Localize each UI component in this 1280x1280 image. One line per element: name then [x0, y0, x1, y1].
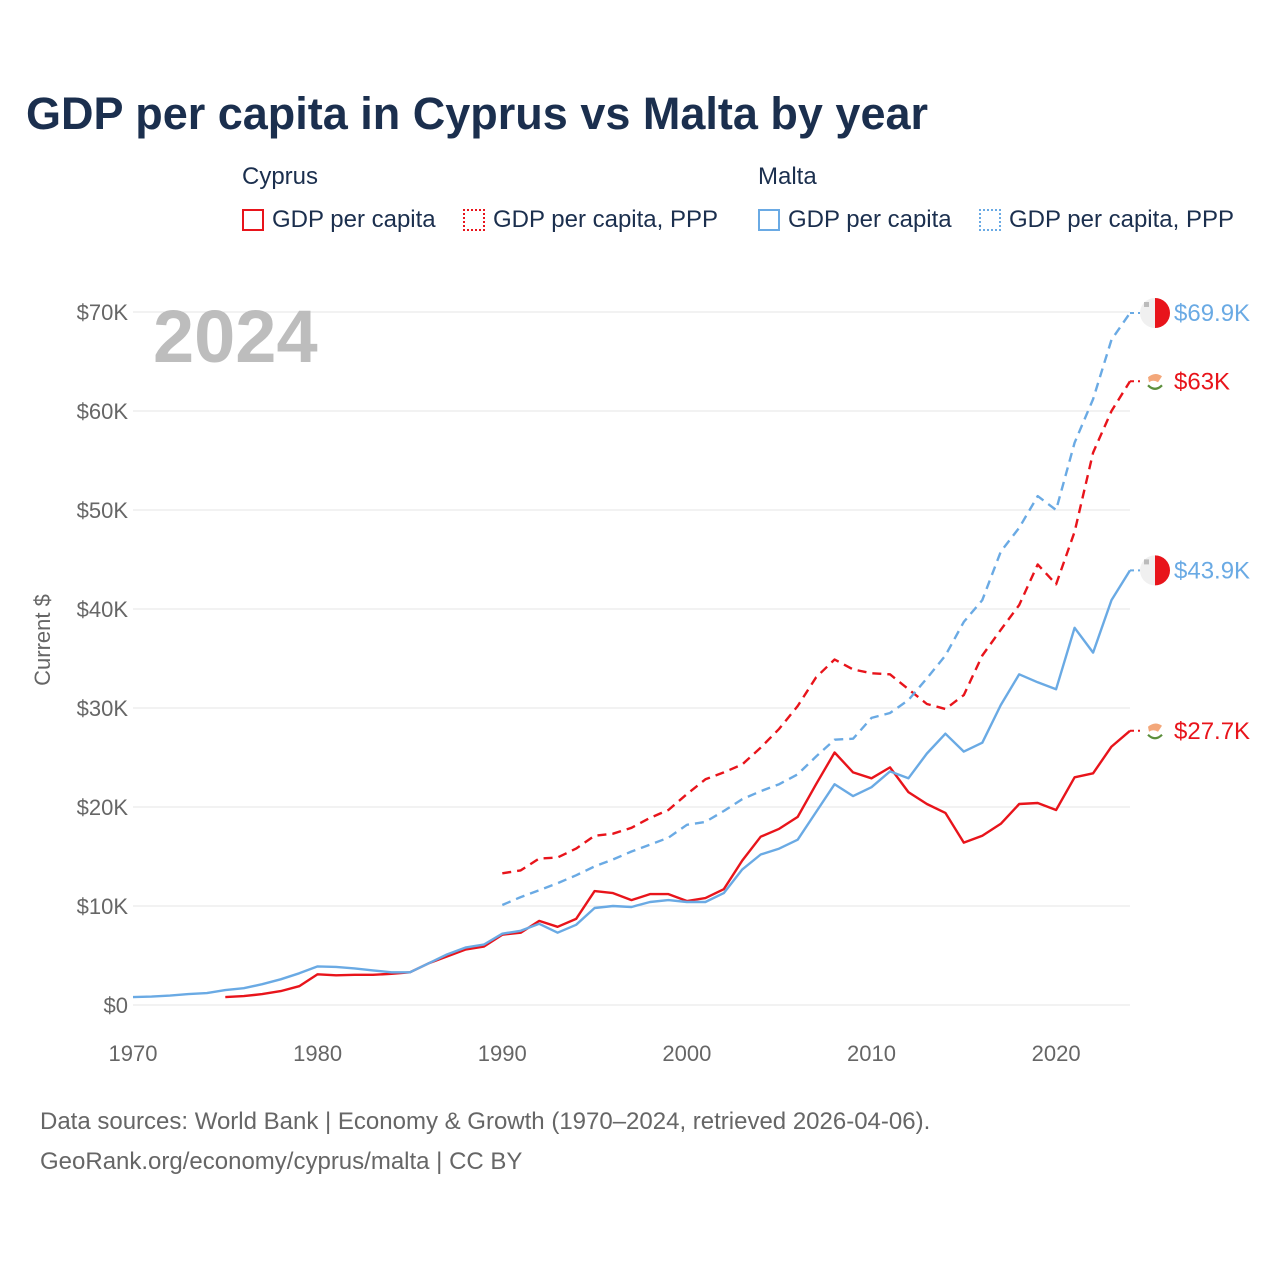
x-tick-label: 1990	[478, 1041, 527, 1066]
legend-label: GDP per capita	[788, 206, 952, 233]
x-tick-label: 2020	[1032, 1041, 1081, 1066]
y-tick-label: $0	[104, 993, 128, 1018]
legend-label: GDP per capita	[272, 206, 436, 233]
series-end-label: $27.7K	[1174, 718, 1250, 745]
y-tick-label: $20K	[77, 795, 129, 820]
footer-sources: Data sources: World Bank | Economy & Gro…	[40, 1108, 931, 1135]
chart-title: GDP per capita in Cyprus vs Malta by yea…	[26, 88, 929, 139]
legend-swatch-solid-red	[242, 209, 264, 231]
legend-swatch-solid-blue	[758, 209, 780, 231]
series-line-malta-gdp-per-capita[interactable]	[132, 569, 1132, 999]
series-end-label: $69.9K	[1174, 300, 1250, 327]
y-tick-label: $40K	[77, 597, 129, 622]
series-line-malta-gdp-per-capita-ppp[interactable]	[501, 312, 1131, 907]
x-tick-label: 1980	[293, 1041, 342, 1066]
series-line-cyprus-gdp-per-capita[interactable]	[225, 729, 1131, 999]
x-tick-label: 2010	[847, 1041, 896, 1066]
malta-flag-icon	[1140, 297, 1171, 328]
y-tick-label: $10K	[77, 894, 129, 919]
legend-label: GDP per capita, PPP	[493, 206, 718, 233]
legend-item-malta-gdp[interactable]: GDP per capita	[758, 206, 952, 234]
legend-label: GDP per capita, PPP	[1009, 206, 1234, 233]
y-tick-label: $70K	[77, 300, 129, 325]
legend-group-malta: Malta	[758, 163, 817, 190]
legend-swatch-dotted-blue	[979, 209, 1001, 231]
series-end-label: $63K	[1174, 368, 1230, 395]
legend-swatch-dotted-red	[463, 209, 485, 231]
series-end-label: $43.9K	[1174, 557, 1250, 584]
legend-item-cyprus-gdp-ppp[interactable]: GDP per capita, PPP	[463, 206, 718, 234]
footer-attribution: GeoRank.org/economy/cyprus/malta | CC BY	[40, 1148, 523, 1175]
malta-flag-icon	[1140, 555, 1171, 586]
cyprus-flag-icon	[1147, 374, 1163, 390]
y-tick-label: $30K	[77, 696, 129, 721]
cyprus-flag-icon	[1147, 723, 1163, 740]
legend-item-malta-gdp-ppp[interactable]: GDP per capita, PPP	[979, 206, 1234, 234]
y-axis-label: Current $	[30, 594, 55, 686]
y-tick-label: $60K	[77, 399, 129, 424]
series-line-cyprus-gdp-per-capita-ppp[interactable]	[502, 380, 1132, 875]
year-watermark: 2024	[153, 295, 318, 378]
legend-group-cyprus: Cyprus	[242, 163, 319, 190]
x-tick-label: 1970	[109, 1041, 158, 1066]
y-tick-label: $50K	[77, 498, 129, 523]
x-tick-label: 2000	[662, 1041, 711, 1066]
legend-item-cyprus-gdp[interactable]: GDP per capita	[242, 206, 436, 234]
